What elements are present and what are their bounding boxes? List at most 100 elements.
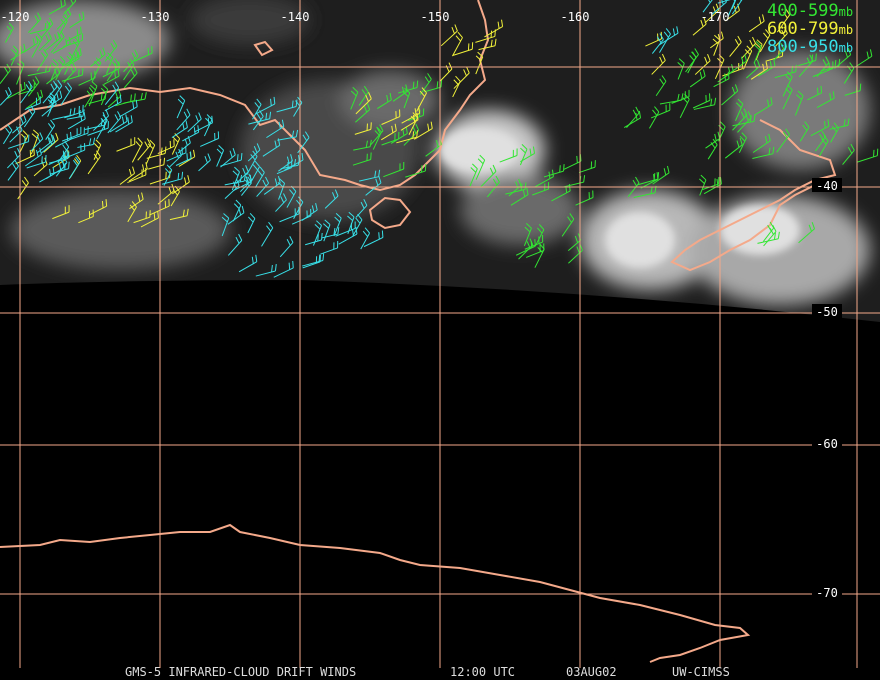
barb-flag	[112, 39, 118, 47]
barb	[353, 146, 371, 151]
barb-flag	[583, 175, 586, 183]
barb-flag	[19, 45, 23, 53]
barb-flag	[235, 199, 242, 206]
barb-flag	[175, 151, 180, 159]
barb-flag	[74, 158, 80, 165]
barb-flag	[274, 178, 278, 186]
barb-flag	[92, 137, 96, 145]
barb-flag	[265, 112, 268, 120]
barb-flag	[28, 80, 33, 88]
barb-flag	[335, 212, 342, 219]
barb-flag	[238, 208, 242, 216]
barb	[60, 88, 73, 106]
barb-flag	[355, 217, 361, 224]
barb-flag	[731, 86, 736, 94]
barb-flag	[321, 232, 323, 241]
latitude-label: -60	[816, 437, 838, 451]
barb-flag	[242, 167, 246, 175]
barb	[425, 144, 442, 157]
barb	[486, 181, 500, 198]
barb	[77, 144, 94, 148]
barb-flag	[378, 232, 380, 240]
barb-flag	[58, 59, 64, 66]
barb-flag	[526, 241, 531, 249]
barb-flag	[663, 168, 667, 176]
barb-flag	[132, 166, 135, 174]
barb-flag	[366, 102, 371, 110]
barb	[40, 23, 54, 39]
barb-flag	[632, 179, 637, 187]
barb	[731, 0, 737, 9]
barb-flag	[520, 147, 526, 154]
barb-flag	[477, 158, 484, 165]
barb-flag	[797, 90, 804, 97]
barb-flag	[676, 26, 679, 34]
barb-flag	[137, 194, 141, 202]
barb-flag	[518, 178, 522, 186]
barb-flag	[331, 192, 336, 199]
barb-flag	[677, 93, 680, 101]
barb	[350, 91, 359, 110]
barb	[842, 149, 855, 165]
barb-flag	[252, 150, 258, 157]
barb	[750, 68, 768, 80]
barb-flag	[689, 55, 695, 61]
barb-flag	[117, 69, 120, 77]
barb	[717, 0, 731, 4]
barb-flag	[49, 168, 52, 176]
barb-flag	[48, 32, 52, 39]
barb-flag	[182, 209, 185, 217]
barb-flag	[538, 224, 545, 230]
barb-flag	[277, 182, 284, 188]
barb-flag	[269, 111, 272, 119]
barb-flag	[360, 201, 365, 209]
barb	[469, 168, 478, 187]
barb-flag	[172, 136, 179, 143]
barb-flag	[60, 159, 65, 166]
barb	[88, 98, 106, 105]
barb-flag	[186, 208, 189, 216]
barb-flag	[93, 143, 100, 149]
barb-flag	[100, 93, 103, 101]
barb-flag	[734, 84, 739, 92]
barb-flag	[104, 117, 107, 126]
barb	[358, 91, 369, 106]
barb-flag	[415, 123, 420, 131]
barb	[370, 130, 384, 146]
barb	[735, 103, 744, 121]
barb-flag	[24, 176, 29, 184]
barb-flag	[72, 159, 78, 167]
barb-flag	[744, 49, 751, 55]
barb-flag	[768, 133, 771, 141]
barb	[499, 155, 518, 163]
barb-flag	[53, 97, 57, 105]
barb-flag	[5, 127, 11, 134]
barb-flag	[832, 91, 835, 99]
barb-flag	[635, 176, 640, 184]
barb-flag	[765, 29, 771, 36]
barb-flag	[119, 94, 122, 102]
barb	[119, 106, 138, 118]
barb-flag	[721, 0, 724, 5]
barb-flag	[654, 106, 660, 113]
barb-flag	[497, 21, 500, 29]
barb-flag	[737, 35, 742, 43]
barb-flag	[524, 182, 527, 190]
barb-flag	[724, 73, 726, 81]
barb-flag	[23, 114, 27, 122]
barb-flag	[50, 119, 56, 126]
barb-flag	[274, 140, 277, 148]
barb-flag	[401, 86, 405, 94]
barb-flag	[266, 225, 272, 232]
barb-flag	[819, 133, 824, 141]
barb-flag	[525, 223, 532, 229]
barb-flag	[57, 31, 61, 39]
barb-flag	[223, 213, 230, 219]
barb-flag	[749, 39, 754, 47]
barb	[12, 120, 27, 134]
barb-flag	[40, 89, 44, 97]
barb-flag	[418, 106, 421, 114]
barb-flag	[363, 105, 368, 113]
barb-flag	[50, 99, 54, 107]
barb-flag	[25, 84, 31, 91]
